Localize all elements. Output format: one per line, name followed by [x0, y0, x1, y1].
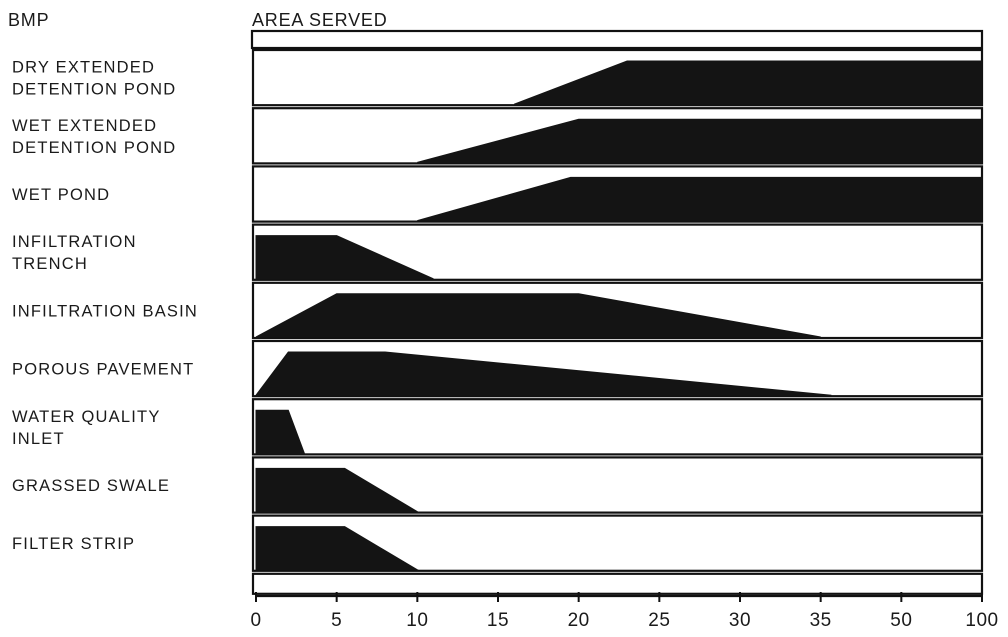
area-served-fill — [417, 176, 983, 222]
x-tick-label: 25 — [648, 610, 670, 631]
row-4: INFILTRATION TRENCH — [12, 223, 984, 281]
row-5: INFILTRATION BASIN — [12, 281, 984, 340]
row-band — [251, 281, 984, 340]
bmp-label: DETENTION POND — [12, 139, 176, 157]
bmp-label: GRASSED SWALE — [12, 477, 170, 495]
row-band — [251, 514, 984, 572]
bmp-label: DRY EXTENDED — [12, 59, 155, 77]
area-served-fill — [255, 526, 420, 571]
row-6: POROUS PAVEMENT — [12, 339, 984, 398]
bmp-label: INLET — [12, 430, 65, 448]
bmp-label: DETENTION POND — [12, 81, 176, 99]
x-tick-label: 30 — [729, 610, 751, 631]
row-band — [251, 456, 984, 514]
area-served-fill — [255, 235, 434, 280]
chart-title: AREA SERVED — [252, 10, 388, 30]
x-tick-label: 5 — [331, 610, 342, 631]
column-header-bmp: BMP — [8, 10, 49, 30]
bmp-label: WATER QUALITY — [12, 408, 161, 426]
row-2: WET EXTENDED DETENTION POND — [12, 107, 984, 165]
row-band — [251, 398, 984, 456]
x-tick-label: 0 — [250, 610, 261, 631]
x-tick-label: 15 — [487, 610, 509, 631]
row-band — [251, 223, 984, 281]
row-band — [251, 339, 984, 398]
header-band — [250, 29, 984, 50]
bmp-label: POROUS PAVEMENT — [12, 361, 194, 379]
bmp-label: WET EXTENDED — [12, 117, 157, 135]
footer-band — [251, 572, 984, 595]
x-tick-label: 100 — [965, 610, 998, 631]
area-served-fill — [255, 467, 420, 513]
row-3: WET POND — [12, 165, 984, 223]
area-served-fill — [255, 351, 832, 396]
bmp-label: WET POND — [12, 186, 110, 204]
rows-layer: DRY EXTENDED DETENTION POND WET EXTENDED DE… — [12, 29, 984, 595]
row-1: DRY EXTENDED DETENTION POND — [12, 48, 984, 107]
row-7: WATER QUALITY INLET — [12, 398, 984, 456]
bmp-label: INFILTRATION — [12, 233, 137, 251]
x-tick-label: 10 — [406, 610, 428, 631]
bmp-label: INFILTRATION BASIN — [12, 302, 198, 320]
x-axis: 0 5 10 15 20 25 30 35 50 100 — [250, 592, 998, 631]
x-tick-label: 35 — [810, 610, 832, 631]
area-served-fill — [417, 118, 983, 163]
bmp-label: FILTER STRIP — [12, 535, 135, 553]
x-tick-label: 50 — [890, 610, 912, 631]
x-tick-label: 20 — [568, 610, 590, 631]
area-served-fill — [255, 409, 306, 454]
area-served-fill — [513, 60, 983, 105]
area-served-fill — [255, 293, 821, 338]
row-9: FILTER STRIP — [12, 514, 984, 572]
row-8: GRASSED SWALE — [12, 456, 984, 514]
bmp-label: TRENCH — [12, 255, 88, 273]
